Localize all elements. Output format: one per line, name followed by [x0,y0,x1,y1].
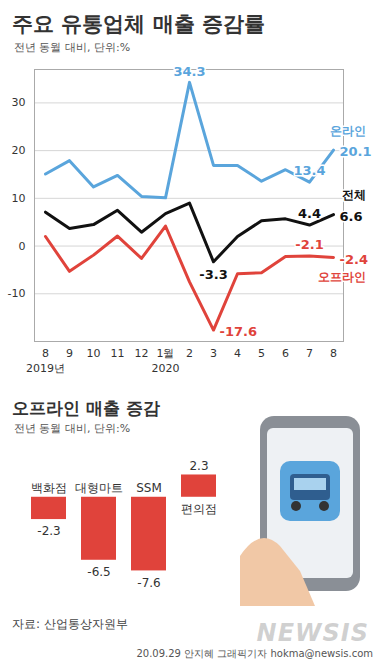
html-text:주요 유통업체 매출 증감률: 주요 유통업체 매출 증감률 [12,12,265,36]
svg-text:-6.5: -6.5 [87,565,110,579]
svg-text:2020: 2020 [152,362,180,375]
svg-text:20.1: 20.1 [340,144,372,159]
svg-text:온라인: 온라인 [330,124,366,138]
svg-text:10: 10 [87,347,101,360]
svg-text:-2.4: -2.4 [340,252,368,267]
svg-text:4: 4 [234,347,241,360]
svg-text:12: 12 [135,347,149,360]
html-text:전년 동월 대비, 단위:%: 전년 동월 대비, 단위:% [14,41,131,54]
svg-text:20: 20 [12,144,26,157]
svg-text:0: 0 [19,240,26,253]
svg-text:-10: -10 [8,287,26,300]
html-text:20.09.29 안지혜 그래픽기자 hokma@newsi: 20.09.29 안지혜 그래픽기자 hokma@newsis.com [136,648,373,659]
svg-text:1월: 1월 [157,347,175,360]
svg-text:13.4: 13.4 [293,163,325,178]
svg-text:2019년: 2019년 [26,362,65,375]
svg-text:오프라인: 오프라인 [318,270,366,284]
svg-text:4.4: 4.4 [298,206,321,221]
svg-text:9: 9 [66,347,73,360]
svg-text:2: 2 [186,347,193,360]
svg-text:8: 8 [42,347,49,360]
svg-text:백화점: 백화점 [31,481,67,495]
svg-text:-2.3: -2.3 [37,524,60,538]
svg-text:2.3: 2.3 [189,459,208,473]
svg-text:11: 11 [111,347,125,360]
svg-text:10: 10 [12,192,26,205]
svg-text:5: 5 [258,347,265,360]
svg-text:8: 8 [330,347,337,360]
html-text:자료: 산업통상자원부: 자료: 산업통상자원부 [12,617,128,631]
svg-text:6: 6 [282,347,289,360]
svg-text:7: 7 [306,347,313,360]
svg-text:편의점: 편의점 [181,502,217,516]
svg-text:30: 30 [12,96,26,109]
html-text:NEWSIS: NEWSIS [256,619,369,647]
svg-text:-7.6: -7.6 [137,576,160,590]
svg-text:-2.1: -2.1 [295,237,323,252]
svg-text:대형마트: 대형마트 [75,481,123,495]
svg-text:-17.6: -17.6 [220,324,257,339]
svg-text:-3.3: -3.3 [199,267,227,282]
svg-text:34.3: 34.3 [173,64,205,79]
html-text:오프라인 매출 증감: 오프라인 매출 증감 [12,398,160,418]
html-text:전년 동월 대비, 단위:%: 전년 동월 대비, 단위:% [14,422,131,435]
svg-text:6.6: 6.6 [340,209,363,224]
svg-text:전체: 전체 [342,188,366,202]
svg-text:SSM: SSM [136,481,162,495]
svg-text:3: 3 [210,347,217,360]
